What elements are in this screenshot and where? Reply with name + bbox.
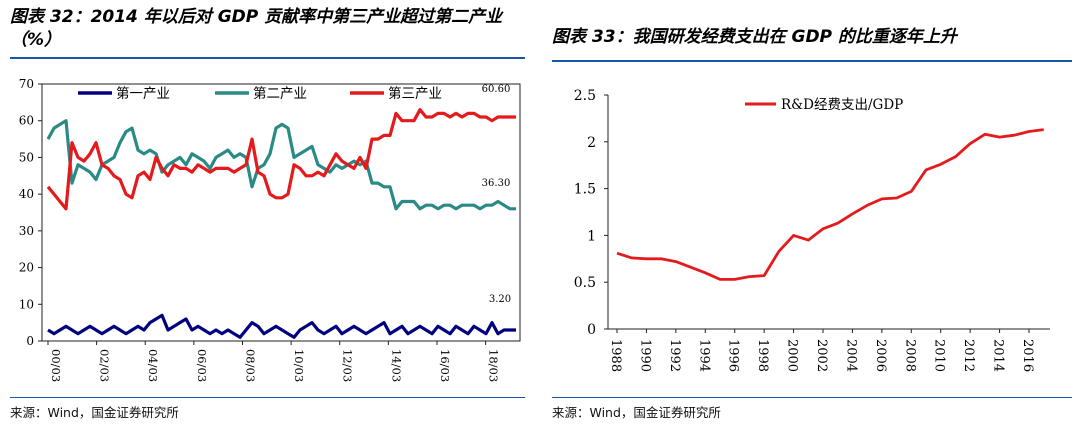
x-tick-label: 2014 [991, 339, 1006, 372]
source-divider [10, 397, 525, 398]
series-line [46, 108, 516, 211]
y-tick-label: 70 [19, 77, 34, 91]
x-tick-label: 16/03 [438, 349, 452, 382]
legend-label: 第一产业 [116, 85, 170, 102]
data-annotation: 3.20 [489, 294, 511, 305]
x-tick-label: 2010 [932, 339, 947, 372]
y-tick-label: 2.5 [574, 88, 596, 104]
y-tick-label: 40 [19, 187, 34, 201]
plot-area-frame [41, 83, 521, 342]
y-tick-label: 10 [19, 297, 34, 311]
legend-label: 第二产业 [253, 85, 307, 102]
data-annotation: 36.30 [482, 178, 511, 189]
x-tick-label: 08/03 [243, 349, 257, 382]
series-line [46, 119, 516, 211]
rd-ratio-line-chart: 0 0.5 1 1.5 2 2.5 1988 1990 1992 1994 1996 1998 2000… [574, 88, 1050, 372]
x-tick-label: 12/03 [341, 349, 355, 382]
x-tick-label: 18/03 [487, 349, 501, 382]
title-divider [552, 60, 1072, 62]
y-tick-label: 30 [19, 224, 34, 238]
x-tick-label: 2002 [814, 339, 829, 372]
y-tick-label: 60 [19, 114, 34, 128]
x-tick-label: 14/03 [389, 349, 403, 382]
source-note: 来源：Wind，国金证券研究所 [552, 405, 721, 420]
source-note: 来源：Wind，国金证券研究所 [10, 405, 179, 420]
x-tick-label: 2000 [785, 339, 800, 372]
y-tick-label: 0 [587, 322, 596, 338]
x-tick-label: 1996 [726, 339, 741, 372]
x-tick-label: 1990 [637, 339, 652, 372]
x-tick-label: 2006 [873, 339, 888, 372]
gdp-contribution-line-chart: 0 10 20 30 40 50 60 70 00/03 02/03 04/03 06/03 08/03… [19, 77, 521, 382]
y-tick-label: 50 [19, 150, 34, 164]
source-divider [552, 397, 1072, 398]
x-tick-label: 1988 [608, 339, 623, 372]
y-tick-label: 1 [587, 228, 596, 244]
y-tick-label: 0 [26, 334, 34, 348]
y-tick-label: 2 [587, 135, 596, 151]
chart-title: 图表 32：2014 年以后对 GDP 贡献率中第三产业超过第二产业（%） [10, 7, 503, 50]
x-tick-label: 00/03 [49, 349, 63, 382]
y-tick-label: 20 [19, 261, 34, 275]
x-tick-label: 1992 [667, 339, 682, 372]
chart-panel-gdp-contribution: 图表 32：2014 年以后对 GDP 贡献率中第三产业超过第二产业（%） 0 1… [0, 0, 530, 425]
x-tick-label: 10/03 [292, 349, 306, 382]
y-tick-label: 0.5 [574, 275, 596, 291]
data-annotation: 60.60 [482, 84, 511, 95]
x-tick-label: 1994 [696, 339, 711, 372]
x-tick-label: 2016 [1020, 339, 1035, 372]
chart-panel-rd-ratio: 图表 33：我国研发经费支出在 GDP 的比重逐年上升 0 0.5 1 1.5 2 2.5… [540, 0, 1080, 425]
title-divider [10, 57, 525, 59]
x-tick-label: 2012 [961, 339, 976, 372]
legend-label: 第三产业 [388, 85, 442, 102]
series-line [47, 313, 516, 339]
x-tick-label: 02/03 [98, 349, 112, 382]
y-tick-label: 1.5 [574, 182, 596, 198]
series-line [616, 128, 1044, 281]
x-tick-label: 1998 [755, 339, 770, 372]
x-tick-label: 04/03 [146, 349, 160, 382]
x-tick-label: 06/03 [195, 349, 209, 382]
x-tick-label: 2008 [902, 339, 917, 372]
legend-label: R&D经费支出/GDP [781, 97, 903, 113]
x-tick-label: 2004 [843, 339, 858, 372]
chart-title: 图表 33：我国研发经费支出在 GDP 的比重逐年上升 [552, 27, 957, 47]
